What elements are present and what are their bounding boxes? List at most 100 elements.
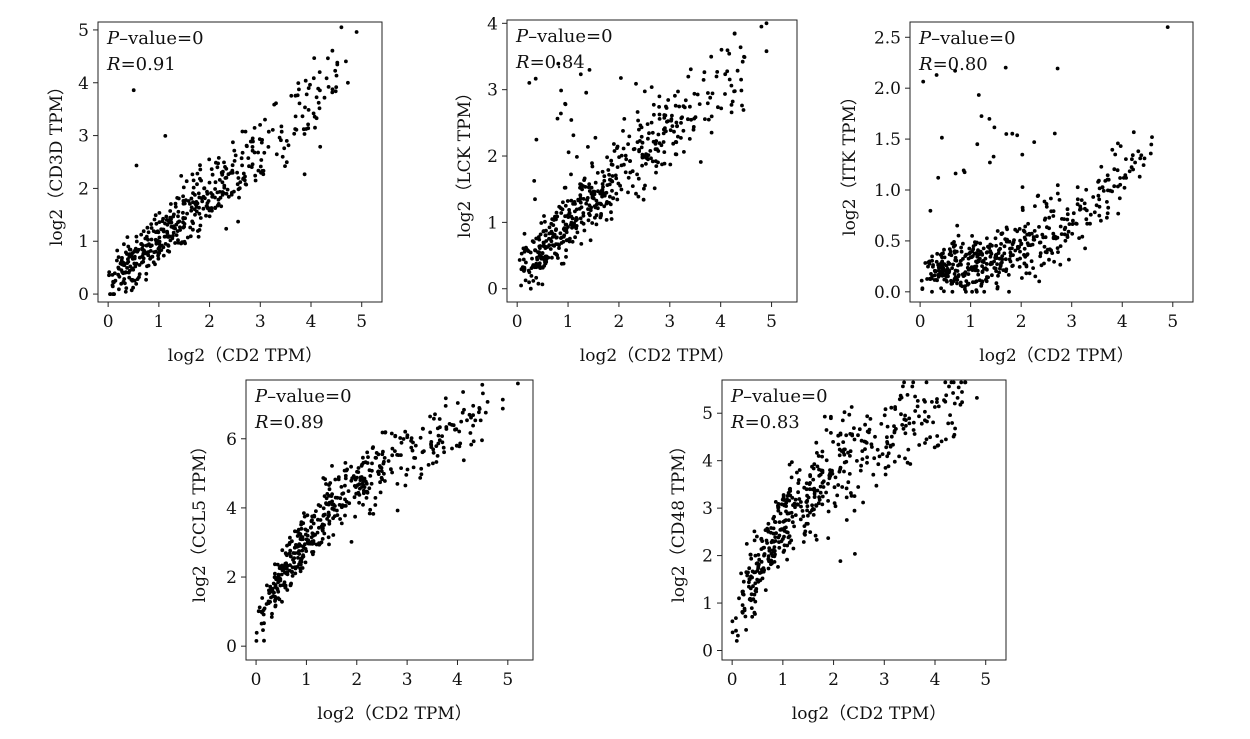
data-point [321,506,326,511]
data-point [1027,231,1032,236]
data-point [815,464,820,469]
data-point [958,259,963,263]
data-point [288,548,293,553]
data-point [953,68,957,73]
data-point [279,129,284,134]
data-point [564,248,568,253]
data-point [157,235,162,240]
data-point [581,211,586,215]
data-point [836,442,841,447]
data-point [1082,201,1087,206]
data-point [433,412,437,417]
data-point [178,225,182,230]
data-point [649,120,654,125]
data-point [956,274,961,279]
data-point [1020,205,1025,210]
data-point [701,78,706,82]
data-point [173,204,178,209]
data-point [324,76,329,81]
data-point [970,289,974,294]
data-point [734,628,738,633]
data-point [311,76,316,81]
data-point [648,149,653,153]
data-point [942,255,947,260]
y-tick-label: 2 [702,547,713,567]
data-point [1084,208,1089,213]
data-point [741,592,745,596]
data-point [1024,271,1029,276]
data-point [570,216,575,221]
data-point [826,499,830,503]
data-point [184,179,189,184]
data-point [116,266,121,271]
data-point [578,200,583,205]
data-point [1010,131,1015,136]
data-point [232,159,237,163]
data-point [971,244,976,249]
data-point [642,89,647,94]
data-point [820,454,824,459]
data-point [953,258,958,263]
data-point [110,284,115,289]
data-point [330,506,335,511]
data-point [335,508,339,513]
data-point [736,633,740,638]
data-point [877,454,882,459]
data-point [844,495,849,500]
data-point [179,174,184,178]
data-point [450,446,454,451]
data-point [816,454,821,458]
data-point [432,416,436,421]
data-point [213,187,218,191]
data-point [379,466,384,470]
data-point [831,440,835,444]
data-point [966,267,971,272]
data-point [943,380,948,385]
data-point [349,540,354,544]
data-point [181,225,186,230]
data-point [559,88,563,93]
data-point [812,507,816,512]
data-point [587,211,591,216]
data-point [434,460,439,464]
data-point [527,280,531,285]
data-point [799,504,803,509]
data-point [1123,173,1128,178]
data-point [789,510,794,515]
data-point [173,241,178,245]
data-point [1044,202,1049,206]
data-point [791,546,796,551]
data-point [842,447,846,452]
data-point [586,218,591,223]
data-point [559,261,564,266]
data-point [145,225,150,230]
data-point [151,260,156,265]
data-point [1028,243,1033,248]
data-point [885,435,889,440]
y-axis-label: log2（CD48 TPM） [669,437,689,602]
data-point [838,465,843,470]
data-point [959,249,964,254]
data-point [852,437,857,442]
data-point [455,443,459,448]
data-point [378,480,382,485]
data-point [534,137,539,142]
data-point [288,583,293,588]
data-point [797,478,801,482]
data-point [824,428,829,432]
data-point [860,457,865,461]
data-point [982,267,986,271]
data-point [695,92,700,97]
data-point [959,245,963,250]
data-point [543,254,548,259]
plot-frame [721,379,1007,661]
data-point [935,434,940,438]
data-point [447,422,452,426]
data-point [968,255,973,260]
data-point [311,550,316,554]
data-point [534,275,539,280]
data-point [993,253,998,258]
data-point [951,391,955,395]
